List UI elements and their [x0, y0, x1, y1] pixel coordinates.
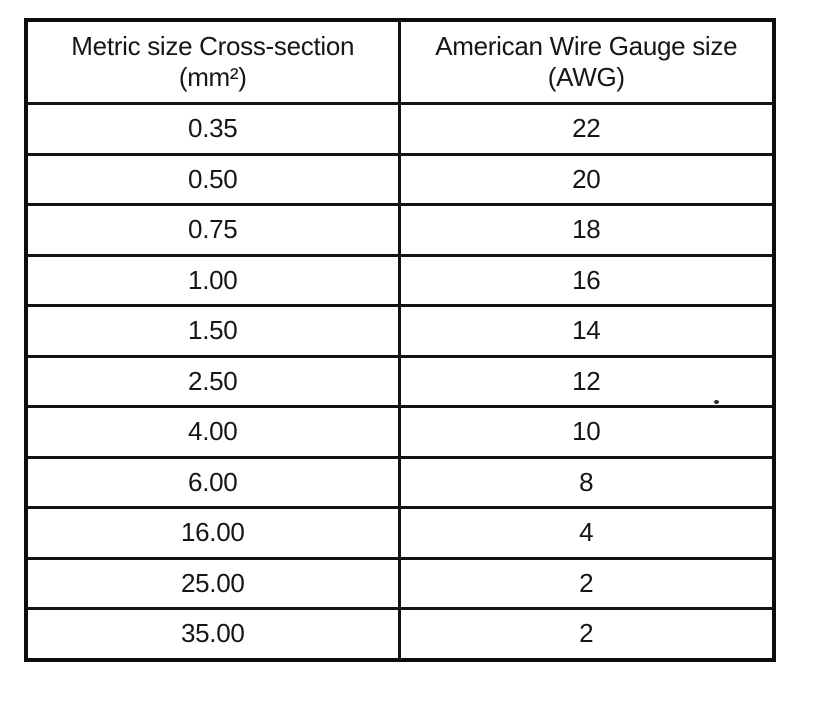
- table-row: 0.50 20: [24, 152, 776, 206]
- metric-value: 6.00: [24, 455, 401, 509]
- awg-value: 10: [397, 405, 776, 459]
- awg-value: 12: [397, 354, 776, 408]
- awg-value: 4: [397, 506, 776, 560]
- awg-value: 8: [397, 455, 776, 509]
- table-row: 35.00 2: [24, 607, 776, 661]
- awg-header-line1: American Wire Gauge size: [435, 30, 738, 61]
- table-row: 25.00 2: [24, 556, 776, 610]
- metric-value: 16.00: [24, 506, 401, 560]
- awg-value: 2: [397, 607, 776, 661]
- awg-value: 20: [397, 152, 776, 206]
- metric-value: 35.00: [24, 607, 401, 661]
- metric-value: 0.75: [24, 203, 401, 257]
- metric-size-header-unit: (mm²): [178, 62, 247, 92]
- metric-value: 0.50: [24, 152, 401, 206]
- metric-value: 0.35: [24, 102, 401, 156]
- scan-artifact-speck: [714, 400, 719, 404]
- awg-size-column-header: American Wire Gauge size (AWG): [397, 18, 776, 105]
- awg-value: 14: [397, 304, 776, 358]
- table-row: 4.00 10: [24, 405, 776, 459]
- table-row: 0.75 18: [24, 203, 776, 257]
- metric-value: 25.00: [24, 556, 401, 610]
- table-row: 2.50 12: [24, 354, 776, 408]
- awg-value: 16: [397, 253, 776, 307]
- awg-value: 22: [397, 102, 776, 156]
- wire-gauge-conversion-table: Metric size Cross-section (mm²) American…: [24, 18, 776, 662]
- metric-value: 4.00: [24, 405, 401, 459]
- metric-value: 1.00: [24, 253, 401, 307]
- awg-value: 2: [397, 556, 776, 610]
- metric-value: 2.50: [24, 354, 401, 408]
- table-row: 6.00 8: [24, 455, 776, 509]
- table-row: 1.50 14: [24, 304, 776, 358]
- table-row: 16.00 4: [24, 506, 776, 560]
- awg-value: 18: [397, 203, 776, 257]
- metric-size-header-line1: Metric size Cross-section: [71, 30, 355, 61]
- table-row: 1.00 16: [24, 253, 776, 307]
- metric-size-column-header: Metric size Cross-section (mm²): [24, 18, 401, 105]
- table-row: 0.35 22: [24, 102, 776, 156]
- table-header-row: Metric size Cross-section (mm²) American…: [24, 18, 776, 105]
- metric-value: 1.50: [24, 304, 401, 358]
- awg-header-unit: (AWG): [547, 62, 625, 92]
